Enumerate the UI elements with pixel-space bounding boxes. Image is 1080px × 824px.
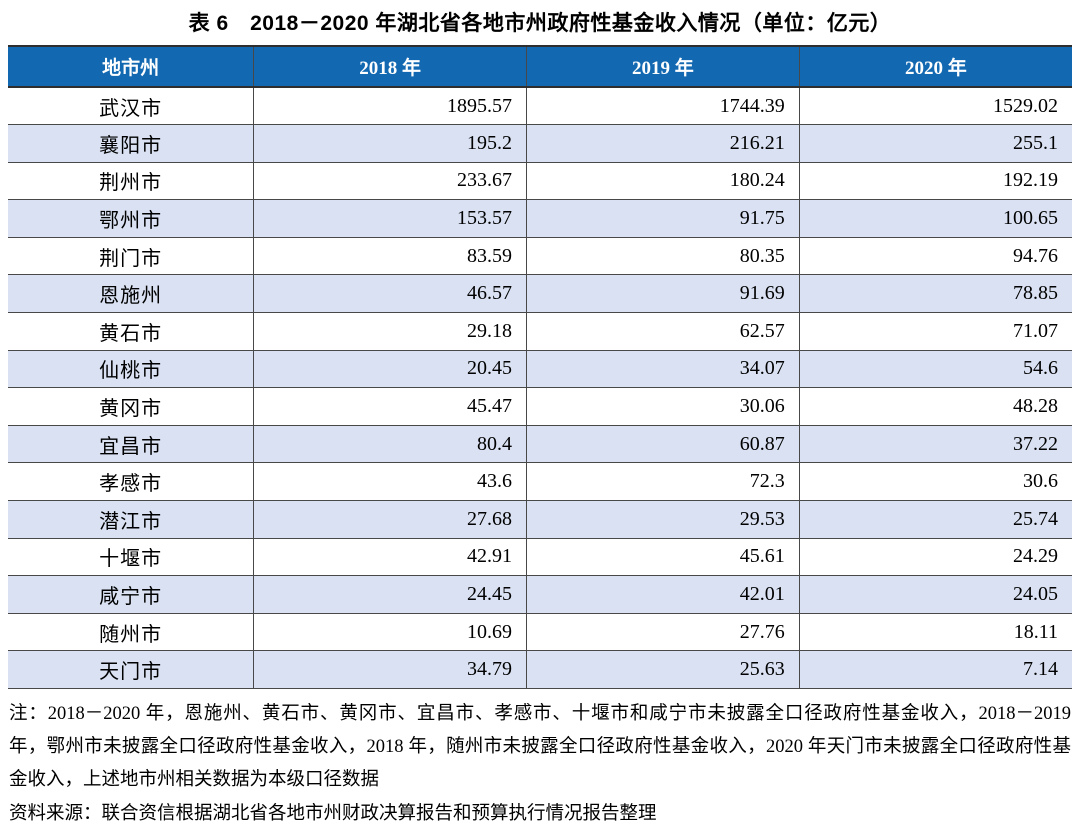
data-source-line: 资料来源：联合资信根据湖北省各地市州财政决算报告和预算执行情况报告整理 [9,804,657,824]
value-cell-2019: 62.57 [526,312,800,351]
value-cell-2020: 54.6 [798,350,1072,389]
value-cell-2018: 20.45 [253,350,527,389]
table-row: 十堰市 42.91 45.61 24.29 [8,538,1072,577]
value-cell-2020: 192.19 [798,162,1072,201]
table-row: 黄冈市 45.47 30.06 48.28 [8,387,1072,426]
city-name-cell: 荆州市 [8,162,254,201]
value-cell-2020: 25.74 [798,500,1072,539]
revenue-table: 地市州 2018 年 2019 年 2020 年 武汉市 1895.57 1744.39 1… [8,45,1072,689]
value-cell-2019: 91.69 [526,274,800,314]
value-cell-2020: 255.1 [798,124,1072,163]
value-cell-2019: 27.76 [526,613,800,652]
value-cell-2018: 153.57 [253,199,527,238]
table-row: 武汉市 1895.57 1744.39 1529.02 [8,87,1072,126]
city-name-cell: 宜昌市 [8,425,254,464]
table-row: 襄阳市 195.2 216.21 255.1 [8,124,1072,163]
table-title: 表 6 2018－2020 年湖北省各地市州政府性基金收入情况（单位：亿元） [188,12,892,35]
column-header-year: 2019 年 [526,45,800,88]
value-cell-2019: 72.3 [526,462,800,502]
value-cell-2020: 37.22 [798,425,1072,464]
value-cell-2020: 1529.02 [798,87,1072,126]
city-name-cell: 黄冈市 [8,387,254,426]
table-row: 随州市 10.69 27.76 18.11 [8,613,1072,652]
value-cell-2020: 78.85 [798,274,1072,314]
value-cell-2018: 45.47 [253,387,527,426]
value-cell-2018: 46.57 [253,274,527,314]
value-cell-2018: 1895.57 [253,87,527,126]
value-cell-2018: 83.59 [253,237,527,276]
value-cell-2019: 30.06 [526,387,800,426]
value-cell-2019: 42.01 [526,575,800,614]
city-name-cell: 随州市 [8,613,254,652]
city-name-cell: 恩施州 [8,274,254,314]
table-row: 黄石市 29.18 62.57 71.07 [8,312,1072,351]
value-cell-2019: 216.21 [526,124,800,163]
table-row: 鄂州市 153.57 91.75 100.65 [8,199,1072,238]
value-cell-2020: 100.65 [798,199,1072,238]
value-cell-2020: 24.05 [798,575,1072,614]
city-name-cell: 武汉市 [8,87,254,126]
city-name-cell: 咸宁市 [8,575,254,614]
value-cell-2020: 24.29 [798,538,1072,577]
value-cell-2020: 18.11 [798,613,1072,652]
table-row: 潜江市 27.68 29.53 25.74 [8,500,1072,539]
table-row: 荆门市 83.59 80.35 94.76 [8,237,1072,276]
city-name-cell: 十堰市 [8,538,254,577]
city-name-cell: 黄石市 [8,312,254,351]
value-cell-2018: 195.2 [253,124,527,163]
table-row: 宜昌市 80.4 60.87 37.22 [8,425,1072,464]
city-name-cell: 仙桃市 [8,350,254,389]
value-cell-2018: 233.67 [253,162,527,201]
table-header-row: 地市州 2018 年 2019 年 2020 年 [8,45,1072,88]
value-cell-2018: 43.6 [253,462,527,502]
city-name-cell: 潜江市 [8,500,254,539]
table-row: 恩施州 46.57 91.69 78.85 [8,274,1072,314]
city-name-cell: 襄阳市 [8,124,254,163]
column-header-year: 2020 年 [798,45,1072,88]
value-cell-2019: 45.61 [526,538,800,577]
city-name-cell: 鄂州市 [8,199,254,238]
value-cell-2018: 42.91 [253,538,527,577]
value-cell-2019: 1744.39 [526,87,800,126]
value-cell-2019: 80.35 [526,237,800,276]
value-cell-2020: 48.28 [798,387,1072,426]
table-row: 咸宁市 24.45 42.01 24.05 [8,575,1072,614]
value-cell-2018: 29.18 [253,312,527,351]
city-name-cell: 荆门市 [8,237,254,276]
city-name-cell: 天门市 [8,650,254,689]
table-row: 天门市 34.79 25.63 7.14 [8,650,1072,689]
value-cell-2018: 27.68 [253,500,527,539]
value-cell-2019: 60.87 [526,425,800,464]
value-cell-2020: 30.6 [798,462,1072,502]
value-cell-2019: 91.75 [526,199,800,238]
value-cell-2019: 25.63 [526,650,800,689]
value-cell-2020: 71.07 [798,312,1072,351]
table-row: 孝感市 43.6 72.3 30.6 [8,462,1072,502]
table-footnote: 注：2018－2020 年，恩施州、黄石市、黄冈市、宜昌市、孝感市、十堰市和咸宁… [9,704,1071,790]
column-header-city: 地市州 [8,45,254,88]
value-cell-2018: 34.79 [253,650,527,689]
city-name-cell: 孝感市 [8,462,254,502]
table-row: 荆州市 233.67 180.24 192.19 [8,162,1072,201]
value-cell-2018: 24.45 [253,575,527,614]
value-cell-2020: 7.14 [798,650,1072,689]
column-header-year: 2018 年 [253,45,527,88]
value-cell-2019: 180.24 [526,162,800,201]
table-row: 仙桃市 20.45 34.07 54.6 [8,350,1072,389]
value-cell-2020: 94.76 [798,237,1072,276]
value-cell-2019: 29.53 [526,500,800,539]
value-cell-2018: 80.4 [253,425,527,464]
value-cell-2019: 34.07 [526,350,800,389]
value-cell-2018: 10.69 [253,613,527,652]
